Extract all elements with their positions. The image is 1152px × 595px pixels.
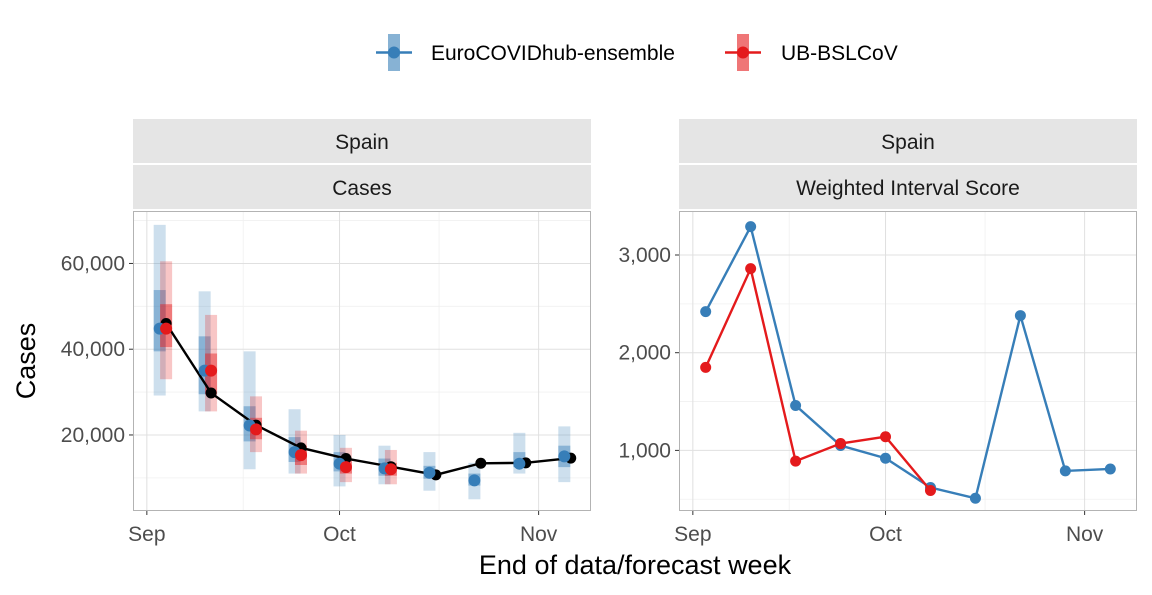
median-point-ub-bslcov: [294, 449, 307, 462]
facet-label-country-cases: Spain: [335, 131, 389, 154]
series-line-eurocovidhub-ensemble: [704, 223, 1111, 500]
plot-area-wis: [679, 211, 1137, 511]
series-point-ub-bslcov: [924, 484, 936, 496]
facet-label-metric-cases: Cases: [332, 177, 392, 200]
interval-inner-eurocovidhub-ensemble: [153, 290, 166, 352]
series-point-eurocovidhub-ensemble: [745, 221, 757, 233]
x-tick-label: Sep: [128, 523, 165, 546]
y-tick-label: 20,000: [61, 424, 125, 447]
y-tick-label: 60,000: [61, 252, 125, 275]
series-point-eurocovidhub-ensemble: [1104, 463, 1116, 475]
observed-point: [475, 457, 487, 469]
facet-strip-bottom-cases: [133, 165, 591, 209]
observed-point: [205, 387, 217, 399]
median-point-ub-bslcov: [250, 423, 263, 436]
axes-wis: Sep Oct Nov 1,000 2,000 3,000: [618, 244, 1103, 546]
series-point-eurocovidhub-ensemble: [790, 399, 802, 411]
x-tick-label: Sep: [674, 523, 711, 546]
axes-cases: Sep Oct Nov 20,000 40,000 60,000: [61, 252, 558, 546]
legend-label-ub-bslcov: UB-BSLCoV: [781, 42, 898, 65]
x-tick-label: Oct: [323, 523, 356, 546]
legend-key-point-ub-bslcov: [737, 46, 749, 59]
marks-cases: [153, 224, 577, 500]
legend-item-ensemble: EuroCOVIDhub-ensemble: [376, 34, 675, 71]
y-tick-label: 2,000: [618, 342, 671, 365]
series-point-eurocovidhub-ensemble: [1059, 465, 1071, 477]
panel-cases: Spain Cases Sep Oct Nov 20,000 40,000 60,000: [61, 119, 591, 546]
series-point-eurocovidhub-ensemble: [969, 492, 981, 504]
x-axis-title: End of data/forecast week: [479, 550, 792, 580]
x-tick-label: Nov: [520, 523, 558, 546]
facet-strip-top-cases: [133, 119, 591, 163]
facet-strip-top-wis: [679, 119, 1137, 163]
gridlines-wis: [680, 212, 1136, 510]
series-point-ub-bslcov: [700, 361, 712, 373]
series-line-ub-bslcov: [704, 264, 932, 492]
legend-label-ensemble: EuroCOVIDhub-ensemble: [431, 42, 675, 65]
x-tick-label: Oct: [869, 523, 902, 546]
median-point-ub-bslcov: [384, 463, 397, 476]
median-point-eurocovidhub-ensemble: [513, 457, 526, 470]
median-point-eurocovidhub-ensemble: [558, 450, 571, 463]
marks-wis: [700, 221, 1116, 504]
y-axis-title: Cases: [11, 323, 41, 400]
median-point-ub-bslcov: [160, 322, 173, 335]
legend-key-point-ensemble: [388, 46, 400, 59]
interval-outer-eurocovidhub-ensemble: [198, 291, 211, 412]
interval-outer-eurocovidhub-ensemble: [153, 224, 166, 396]
panel-wis: Spain Weighted Interval Score Sep Oct Nov 1…: [618, 119, 1137, 546]
median-point-ub-bslcov: [205, 364, 218, 377]
x-tick-label: Nov: [1066, 523, 1104, 546]
observed-line: [165, 322, 571, 477]
median-point-eurocovidhub-ensemble: [468, 474, 481, 487]
facet-label-metric-wis: Weighted Interval Score: [796, 177, 1020, 200]
facet-label-country-wis: Spain: [881, 131, 935, 154]
series-point-ub-bslcov: [745, 263, 757, 275]
legend-item-ub-bslcov: UB-BSLCoV: [725, 34, 898, 71]
series-point-ub-bslcov: [790, 455, 802, 467]
series-point-eurocovidhub-ensemble: [700, 306, 712, 318]
interval-outer-eurocovidhub-ensemble: [243, 351, 256, 470]
y-tick-label: 1,000: [618, 439, 671, 462]
median-point-eurocovidhub-ensemble: [423, 466, 436, 479]
legend: EuroCOVIDhub-ensemble UB-BSLCoV: [376, 34, 898, 71]
median-point-ub-bslcov: [339, 461, 352, 474]
series-point-ub-bslcov: [835, 438, 847, 450]
series-point-eurocovidhub-ensemble: [1014, 310, 1026, 322]
facet-strip-bottom-wis: [679, 165, 1137, 209]
y-tick-label: 3,000: [618, 244, 671, 267]
series-point-eurocovidhub-ensemble: [880, 452, 892, 464]
y-tick-label: 40,000: [61, 338, 125, 361]
series-point-ub-bslcov: [880, 431, 892, 443]
